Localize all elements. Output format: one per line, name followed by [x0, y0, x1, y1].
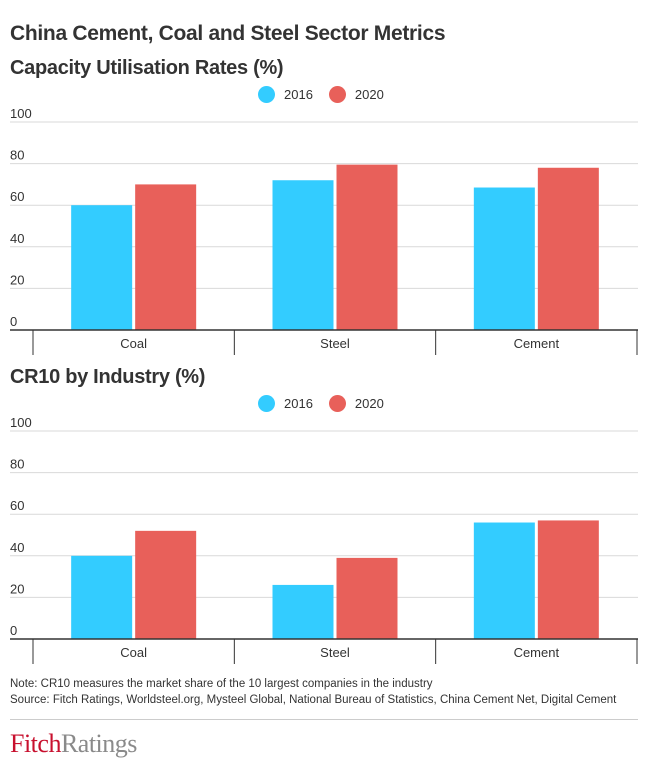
- bar-coal-2016: [71, 555, 133, 639]
- y-tick-label: 40: [10, 540, 24, 555]
- bar-steel-2020: [336, 557, 398, 639]
- chart-cr10: 0 20 40 60 80 100 Coal Steel Cement: [10, 415, 638, 664]
- bar-cement-2016: [473, 187, 535, 330]
- legend-cr10: 2016 2020: [258, 395, 400, 412]
- legend-item-2020: 2020: [328, 86, 384, 103]
- x-category-label: Coal: [120, 645, 147, 660]
- y-tick-label: 60: [10, 498, 24, 513]
- bar-cement-2020: [537, 167, 599, 330]
- y-tick-label: 80: [10, 457, 24, 472]
- legend-swatch-2020: [328, 86, 346, 103]
- legend-swatch-2016: [258, 395, 275, 412]
- chart-title-capacity: Capacity Utilisation Rates (%): [10, 57, 284, 79]
- y-tick-label: 20: [10, 272, 24, 287]
- page-title: China Cement, Coal and Steel Sector Metr…: [10, 22, 446, 45]
- divider: [10, 719, 638, 720]
- y-tick-label: 100: [10, 106, 32, 121]
- legend-label-2020: 2020: [354, 396, 384, 411]
- y-tick-label: 80: [10, 148, 24, 163]
- y-tick-label: 60: [10, 189, 24, 204]
- bar-coal-2016: [71, 205, 133, 330]
- x-category-label: Cement: [514, 645, 560, 660]
- legend-label-2016: 2016: [284, 396, 313, 411]
- legend-swatch-2020: [328, 395, 346, 412]
- bar-cement-2016: [473, 522, 535, 639]
- chart-capacity: 0 20 40 60 80 100 Coal Steel Cement: [10, 106, 638, 355]
- note-text: Note: CR10 measures the market share of …: [10, 678, 433, 690]
- y-tick-label: 40: [10, 231, 24, 246]
- bar-steel-2016: [272, 180, 334, 330]
- bar-steel-2020: [336, 164, 398, 330]
- fitch-ratings-logo: FitchRatings: [10, 729, 137, 758]
- source-text: Source: Fitch Ratings, Worldsteel.org, M…: [10, 694, 617, 706]
- y-tick-label: 100: [10, 415, 32, 430]
- legend-label-2016: 2016: [284, 87, 313, 102]
- legend-item-2016: 2016: [258, 86, 313, 103]
- legend-swatch-2016: [258, 86, 275, 103]
- bar-steel-2016: [272, 584, 334, 639]
- x-category-label: Coal: [120, 336, 147, 351]
- y-tick-label: 20: [10, 581, 24, 596]
- y-tick-label: 0: [10, 623, 17, 638]
- x-category-label: Steel: [320, 336, 350, 351]
- legend-label-2020: 2020: [354, 87, 384, 102]
- bar-cement-2020: [537, 520, 599, 639]
- legend-item-2016: 2016: [258, 395, 313, 412]
- bar-coal-2020: [135, 530, 197, 639]
- legend-capacity: 2016 2020: [258, 86, 400, 103]
- x-category-label: Steel: [320, 645, 350, 660]
- x-category-label: Cement: [514, 336, 560, 351]
- bar-coal-2020: [135, 184, 197, 330]
- legend-item-2020: 2020: [328, 395, 384, 412]
- chart-title-cr10: CR10 by Industry (%): [10, 366, 206, 388]
- y-tick-label: 0: [10, 314, 17, 329]
